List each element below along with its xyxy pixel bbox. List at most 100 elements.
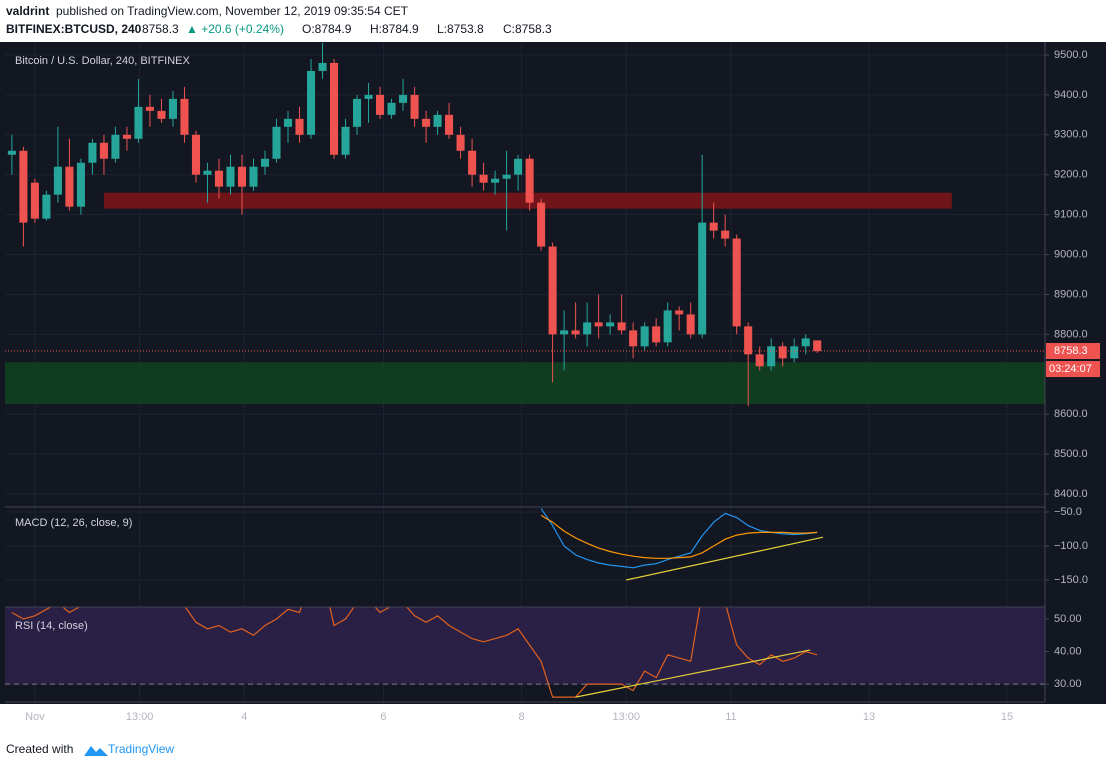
footer-text: Created with <box>6 742 73 756</box>
y-tick-label: 9500.0 <box>1054 49 1088 61</box>
candle-body <box>709 222 718 231</box>
x-tick-label: 13 <box>863 711 875 723</box>
candle-body <box>813 340 822 352</box>
candle-body <box>640 326 649 347</box>
candle-body <box>42 194 51 219</box>
header-last: 8758.3 <box>142 22 179 36</box>
y-tick-label: 9000.0 <box>1054 248 1088 260</box>
candle-body <box>237 166 247 187</box>
candle-body <box>514 158 523 175</box>
x-tick-label: 13:00 <box>126 711 154 723</box>
tradingview-logo[interactable] <box>84 746 108 756</box>
candle-body <box>629 330 638 347</box>
candle-body <box>686 314 695 335</box>
candle-body <box>537 202 546 247</box>
candle-body <box>76 162 85 207</box>
pane-title: RSI (14, close) <box>15 620 88 632</box>
candle-body <box>801 338 810 347</box>
candle-body <box>525 158 534 203</box>
candle-body <box>468 150 477 175</box>
candle-body <box>364 94 373 99</box>
y-tick-label: 40.00 <box>1054 645 1082 657</box>
trend-line <box>626 536 824 581</box>
candle-body <box>249 166 258 187</box>
candle-body <box>306 70 316 135</box>
candle-body <box>744 326 753 355</box>
candle-body <box>318 62 327 71</box>
candle-body <box>88 142 97 163</box>
header-change: ▲ +20.6 (+0.24%) <box>186 22 284 36</box>
candle-body <box>583 322 592 335</box>
candle-body <box>111 134 120 159</box>
candle-body <box>767 346 776 367</box>
candle-body <box>387 102 396 115</box>
candle-body <box>560 330 569 335</box>
indicator-line <box>11 607 818 698</box>
y-tick-label: 9400.0 <box>1054 89 1088 101</box>
candle-body <box>571 330 580 335</box>
candle-body <box>226 166 235 187</box>
y-tick-label: 9100.0 <box>1054 209 1088 221</box>
y-tick-label: 8900.0 <box>1054 288 1088 300</box>
candle-body <box>755 354 764 367</box>
candle-body <box>180 98 189 135</box>
candle-body <box>214 170 224 187</box>
y-tick-label: 8800.0 <box>1054 328 1088 340</box>
y-tick-label: 9200.0 <box>1054 169 1088 181</box>
zone <box>5 362 1045 405</box>
candle-body <box>30 182 39 219</box>
candle-body <box>341 126 350 155</box>
pane-title: MACD (12, 26, close, 9) <box>15 517 132 529</box>
candle-body <box>663 310 672 343</box>
last-price-box <box>1046 343 1100 360</box>
last-price-label: 8758.3 <box>1054 345 1088 357</box>
candle-body <box>698 222 707 335</box>
y-tick-label: −150.0 <box>1054 574 1088 586</box>
candle-body <box>502 174 511 179</box>
candle-body <box>122 134 131 139</box>
candle-body <box>283 118 293 127</box>
price-pane <box>5 43 1045 407</box>
y-tick-label: 8600.0 <box>1054 408 1088 420</box>
candle-body <box>168 98 177 119</box>
candle-body <box>53 166 62 195</box>
header-published: published on TradingView.com, November 1… <box>56 4 409 18</box>
countdown-label: 03:24:07 <box>1049 363 1092 375</box>
macd-pane <box>540 508 824 581</box>
countdown-box <box>1046 361 1100 378</box>
candle-body <box>203 170 212 175</box>
candle-body <box>410 94 419 119</box>
candle-body <box>594 322 603 327</box>
candle-body <box>456 134 465 151</box>
candle-body <box>675 310 684 315</box>
footer-brand[interactable]: TradingView <box>108 742 174 756</box>
y-tick-label: 8400.0 <box>1054 488 1088 500</box>
x-tick-label: 15 <box>1001 711 1013 723</box>
header-ohlc: C:8758.3 <box>503 22 552 36</box>
candle-body <box>721 230 730 239</box>
candle-body <box>732 238 741 327</box>
candle-body <box>65 166 74 207</box>
candle-body <box>99 142 108 159</box>
candle-body <box>145 106 154 111</box>
candle-body <box>376 94 385 115</box>
candle-body <box>260 158 270 167</box>
y-tick-label: 9300.0 <box>1054 129 1088 141</box>
y-tick-label: −50.0 <box>1054 506 1082 518</box>
x-tick-label: 11 <box>725 711 736 723</box>
trend-line <box>575 649 811 698</box>
indicator-line <box>540 514 818 559</box>
header-author[interactable]: valdrint <box>6 4 49 18</box>
candle-body <box>191 134 200 175</box>
header-ohlc: L:8753.8 <box>437 22 484 36</box>
candle-body <box>157 110 166 119</box>
x-tick-label: 6 <box>380 711 386 723</box>
candle-body <box>272 126 281 159</box>
candle-body <box>433 114 442 127</box>
x-tick-label: 4 <box>241 711 247 723</box>
x-tick-label: 13:00 <box>612 711 640 723</box>
y-tick-label: 8500.0 <box>1054 448 1088 460</box>
header-ohlc: H:8784.9 <box>370 22 419 36</box>
axes: 8400.08500.08600.08700.08800.08900.09000… <box>25 49 1100 723</box>
